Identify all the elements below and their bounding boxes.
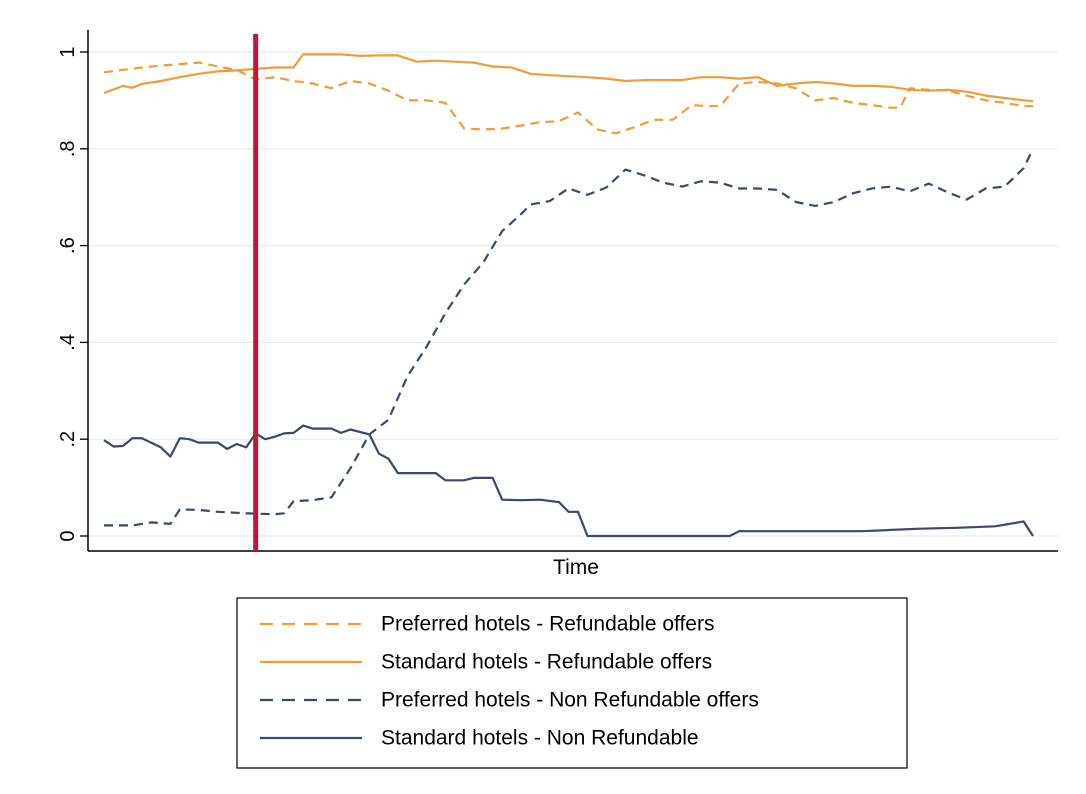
y-tick-label: 0 (57, 530, 79, 541)
x-axis: Time (88, 550, 1058, 579)
legend-label: Preferred hotels - Non Refundable offers (381, 689, 759, 712)
y-tick-label: .4 (57, 334, 79, 351)
legend-label: Standard hotels - Non Refundable (381, 727, 699, 750)
x-axis-title: Time (553, 556, 599, 579)
legend-label: Preferred hotels - Refundable offers (381, 613, 714, 636)
legend-box (236, 597, 908, 769)
series-line-3 (104, 148, 1034, 527)
series-line-1 (103, 61, 1033, 135)
series-line-2 (103, 53, 1034, 103)
legend-label: Standard hotels - Refundable offers (381, 651, 712, 674)
y-tick-label: 1 (57, 46, 79, 57)
legend: Preferred hotels - Refundable offers Stan… (236, 597, 908, 769)
y-tick-label: .6 (57, 237, 79, 254)
y-tick-label: .2 (57, 431, 79, 448)
y-tick-label: .8 (57, 140, 79, 157)
series-layer (103, 53, 1034, 538)
y-axis: 0 .2 .4 .6 .8 1 (57, 30, 89, 551)
grid-lines (89, 51, 1058, 537)
series-line-4 (103, 424, 1034, 538)
